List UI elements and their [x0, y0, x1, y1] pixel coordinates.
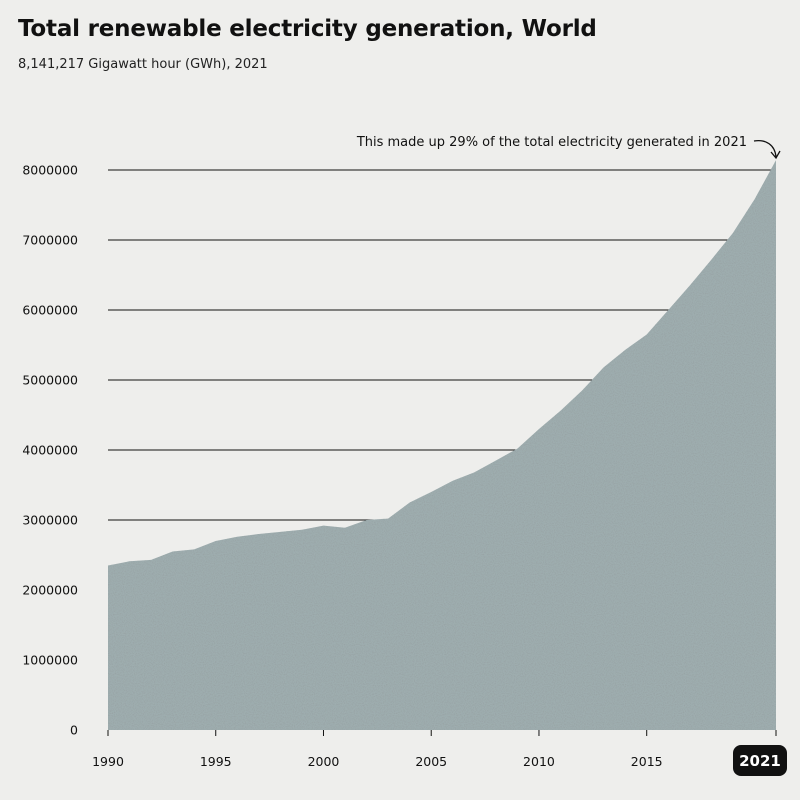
chart-subtitle: 8,141,217 Gigawatt hour (GWh), 2021: [18, 57, 268, 72]
y-axis-ticks: 0 1000000 2000000 3000000 4000000 5000000 6000…: [22, 163, 78, 738]
y-tick-label: 6000000: [22, 303, 78, 318]
annotation-arrow-icon: [753, 139, 777, 158]
x-tick-label: 2015: [631, 754, 663, 769]
x-tick-label: 1990: [92, 754, 124, 769]
x-tick-label: 2010: [523, 754, 555, 769]
y-tick-label: 2000000: [22, 583, 78, 598]
y-tick-label: 4000000: [22, 443, 78, 458]
y-tick-label: 7000000: [22, 233, 78, 248]
annotation-text: This made up 29% of the total electricit…: [356, 135, 747, 150]
x-tick-label: 2000: [308, 754, 340, 769]
x-axis-ticks: 1990 1995 2000 2005 2010 2015: [92, 730, 777, 769]
y-tick-label: 0: [70, 723, 78, 738]
x-tick-label: 2005: [415, 754, 447, 769]
y-tick-label: 1000000: [22, 653, 78, 668]
highlight-year-label: 2021: [739, 752, 781, 770]
y-tick-label: 3000000: [22, 513, 78, 528]
chart-title: Total renewable electricity generation, …: [18, 16, 597, 42]
y-tick-label: 8000000: [22, 163, 78, 178]
arrowhead-icon: [770, 150, 781, 160]
x-tick-label: 1995: [200, 754, 232, 769]
highlight-year-badge: [733, 745, 787, 776]
area-series: [108, 160, 776, 731]
y-tick-label: 5000000: [22, 373, 78, 388]
